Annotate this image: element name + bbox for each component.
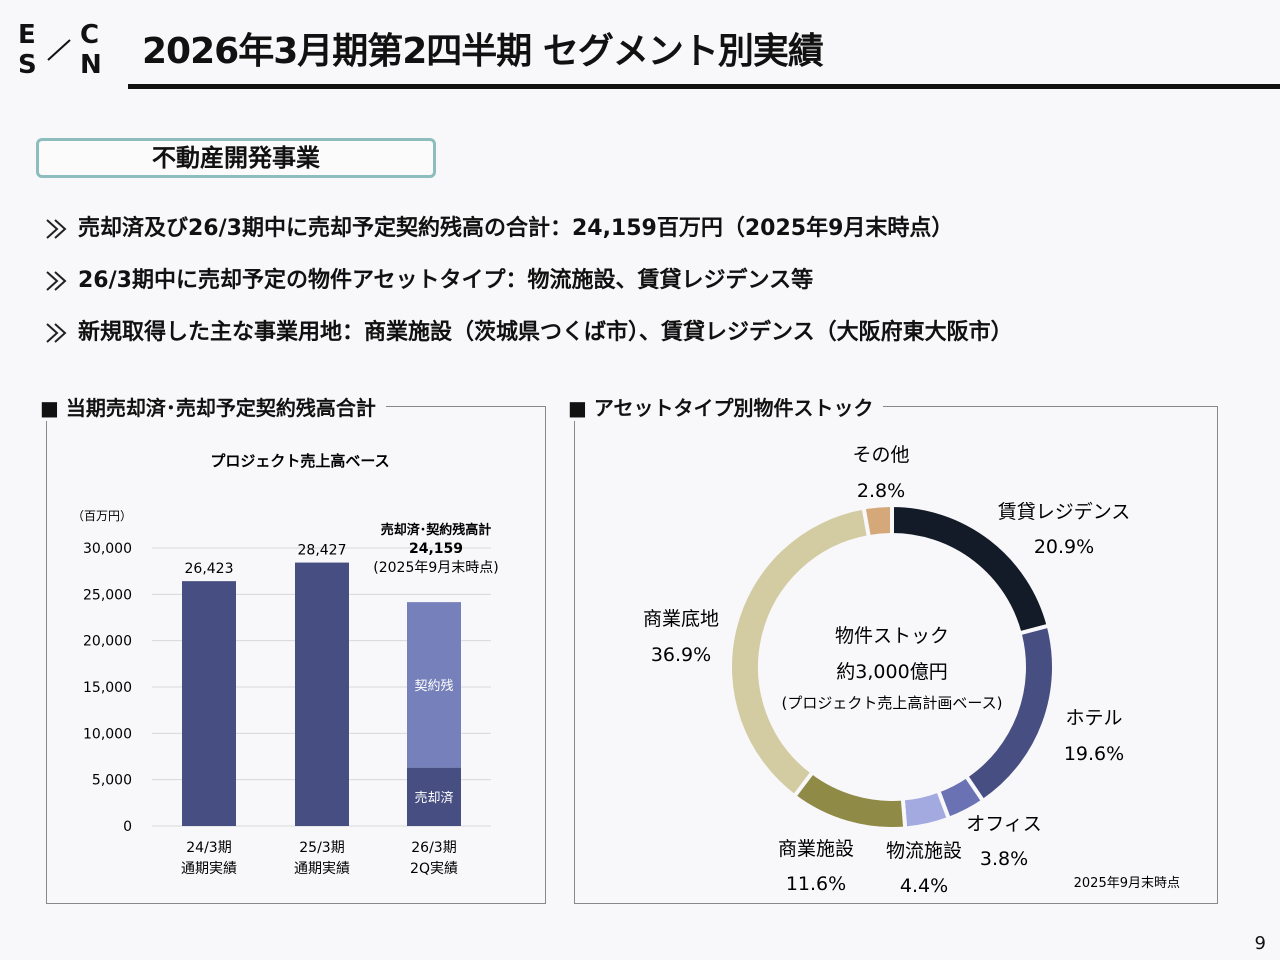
logo-letter-e: E xyxy=(18,20,36,50)
annotation-title: 売却済･契約残高計 xyxy=(381,522,492,538)
y-tick-label: 30,000 xyxy=(83,541,132,557)
logo-letter-c: C xyxy=(80,20,100,50)
bar-segment-contract xyxy=(407,602,461,768)
chevron-right-icon xyxy=(46,271,67,291)
annotation-date: (2025年9月末時点) xyxy=(373,560,498,576)
x-tick-label: 通期実績 xyxy=(181,861,237,877)
bar-chart-panel-title: ■ 当期売却済･売却予定契約残高合計 xyxy=(40,392,386,421)
donut-slice xyxy=(728,505,872,800)
donut-slice xyxy=(963,623,1056,804)
y-tick-label: 0 xyxy=(123,819,132,835)
page-title: 2026年3月期第2四半期 セグメント別実績 xyxy=(142,31,824,72)
chevron-right-icon xyxy=(46,323,67,343)
slice-name-label: 物流施設 xyxy=(886,840,962,862)
slice-name-label: ホテル xyxy=(1065,707,1122,729)
donut-slice xyxy=(791,769,908,831)
donut-center-title: 物件ストック xyxy=(835,625,949,647)
company-logo: E C S N xyxy=(18,20,108,82)
donut-slice xyxy=(890,502,1052,636)
y-tick-label: 5,000 xyxy=(92,773,132,789)
slice-pct-label: 19.6% xyxy=(1064,743,1124,765)
bar xyxy=(182,581,236,826)
y-tick-label: 15,000 xyxy=(83,680,132,696)
bullet-item: 26/3期中に売却予定の物件アセットタイプ：物流施設、賃貸レジデンス等 xyxy=(44,262,813,294)
bullet-text: 売却済及び26/3期中に売却予定契約残高の合計：24,159百万円（2025年9… xyxy=(78,216,954,241)
slice-name-label: その他 xyxy=(852,444,909,466)
bar-chart-title: プロジェクト売上高ベース xyxy=(210,452,389,470)
slice-pct-label: 20.9% xyxy=(1034,536,1094,558)
slice-pct-label: 2.8% xyxy=(857,480,905,502)
donut-center-value: 約3,000億円 xyxy=(836,661,947,683)
logo-letter-n: N xyxy=(80,50,102,80)
bar xyxy=(295,562,349,826)
annotation-value: 24,159 xyxy=(409,541,463,557)
slice-name-label: 賃貸レジデンス xyxy=(998,501,1131,523)
bar-chart: プロジェクト売上高ベース （百万円） 30,000 25,000 20,000 15,… xyxy=(72,452,499,877)
slice-pct-label: 4.4% xyxy=(900,875,948,897)
bar-value-label: 28,427 xyxy=(298,543,347,559)
bullet-text: 新規取得した主な事業用地：商業施設（茨城県つくば市）、賃貸レジデンス（大阪府東大… xyxy=(78,320,1013,345)
slice-pct-label: 36.9% xyxy=(651,644,711,666)
donut-center-note: (プロジェクト売上高計画ベース) xyxy=(782,694,1003,712)
y-axis-unit: （百万円） xyxy=(72,509,132,523)
bar-segment-sold xyxy=(407,767,461,826)
logo-letter-s: S xyxy=(18,50,37,80)
donut-chart: 賃貸レジデンス 20.9% ホテル 19.6% オフィス 3.8% 物流施設 4.4% 商業施設… xyxy=(643,444,1180,897)
chevron-right-icon xyxy=(46,219,67,239)
x-tick-label: 24/3期 xyxy=(186,840,231,856)
segment-label-contract: 契約残 xyxy=(414,679,453,694)
x-tick-label: 2Q実績 xyxy=(410,861,458,877)
slice-pct-label: 3.8% xyxy=(980,848,1028,870)
slice-pct-label: 11.6% xyxy=(786,873,846,895)
donut-slice xyxy=(861,502,894,540)
slice-name-label: オフィス xyxy=(966,813,1042,835)
logo-slash-icon xyxy=(47,39,71,61)
page-number: 9 xyxy=(1254,933,1266,954)
title-divider xyxy=(128,84,1280,89)
y-tick-label: 25,000 xyxy=(83,587,132,603)
y-tick-label: 10,000 xyxy=(83,726,132,742)
slice-name-label: 商業底地 xyxy=(643,608,719,630)
bullet-item: 売却済及び26/3期中に売却予定契約残高の合計：24,159百万円（2025年9… xyxy=(44,210,953,242)
donut-slices xyxy=(728,502,1056,831)
bullet-item: 新規取得した主な事業用地：商業施設（茨城県つくば市）、賃貸レジデンス（大阪府東大… xyxy=(44,314,1013,346)
donut-slice xyxy=(900,788,952,831)
segment-label-sold: 売却済 xyxy=(414,790,453,806)
slice-name-label: 商業施設 xyxy=(778,838,854,860)
x-tick-label: 通期実績 xyxy=(294,861,350,877)
bar-value-label: 26,423 xyxy=(185,561,234,577)
y-axis-ticks: 30,000 25,000 20,000 15,000 10,000 5,000 0 xyxy=(83,541,132,835)
bar-marks: 26,423 28,427 売却済 契約残 xyxy=(182,543,461,826)
donut-chart-panel xyxy=(574,406,1218,904)
donut-labels: 賃貸レジデンス 20.9% ホテル 19.6% オフィス 3.8% 物流施設 4.4% 商業施設… xyxy=(643,444,1130,897)
x-tick-label: 25/3期 xyxy=(299,840,344,856)
donut-date-note: 2025年9月末時点 xyxy=(1074,876,1180,891)
y-tick-label: 20,000 xyxy=(83,634,132,650)
donut-chart-panel-title: ■ アセットタイプ別物件ストック xyxy=(568,392,884,421)
bullet-text: 26/3期中に売却予定の物件アセットタイプ：物流施設、賃貸レジデンス等 xyxy=(78,268,814,293)
x-tick-label: 26/3期 xyxy=(411,840,456,856)
section-label: 不動産開発事業 xyxy=(36,138,436,178)
